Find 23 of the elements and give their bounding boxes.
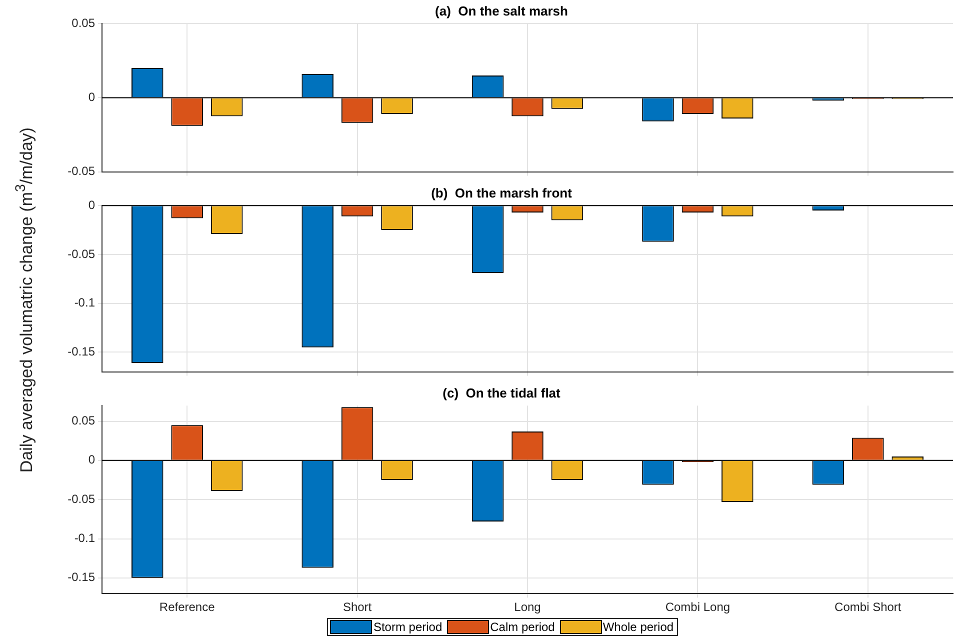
legend-label: Whole period	[602, 620, 674, 634]
y-tick-label: 0.05	[72, 414, 96, 428]
x-tick-label: Reference	[159, 600, 216, 614]
y-tick-label: -0.1	[74, 296, 96, 310]
y-tick-label: -0.15	[68, 570, 96, 584]
x-tick-label: Long	[514, 600, 541, 614]
chart-title: (c) On the tidal flat	[442, 385, 562, 400]
y-tick-label: 0	[88, 198, 96, 212]
chart-title: (a) On the salt marsh	[435, 3, 568, 18]
x-tick-label: Combi Long	[665, 600, 730, 614]
y-tick-label: -0.1	[74, 531, 96, 546]
x-tick-label: Combi Short	[834, 600, 902, 614]
y-tick-label: -0.05	[68, 164, 96, 178]
x-tick-label: Short	[342, 600, 372, 614]
legend-label: Calm period	[490, 620, 555, 634]
y-tick-label: 0	[88, 90, 96, 104]
y-tick-label: 0	[88, 452, 96, 467]
legend-label: Storm period	[373, 620, 442, 634]
y-tick-label: -0.05	[68, 492, 96, 506]
y-tick-label: 0.05	[72, 16, 96, 30]
y-tick-label: -0.15	[68, 344, 96, 359]
chart-title: (b) On the marsh front	[431, 185, 573, 200]
y-tick-label: -0.05	[68, 246, 96, 261]
